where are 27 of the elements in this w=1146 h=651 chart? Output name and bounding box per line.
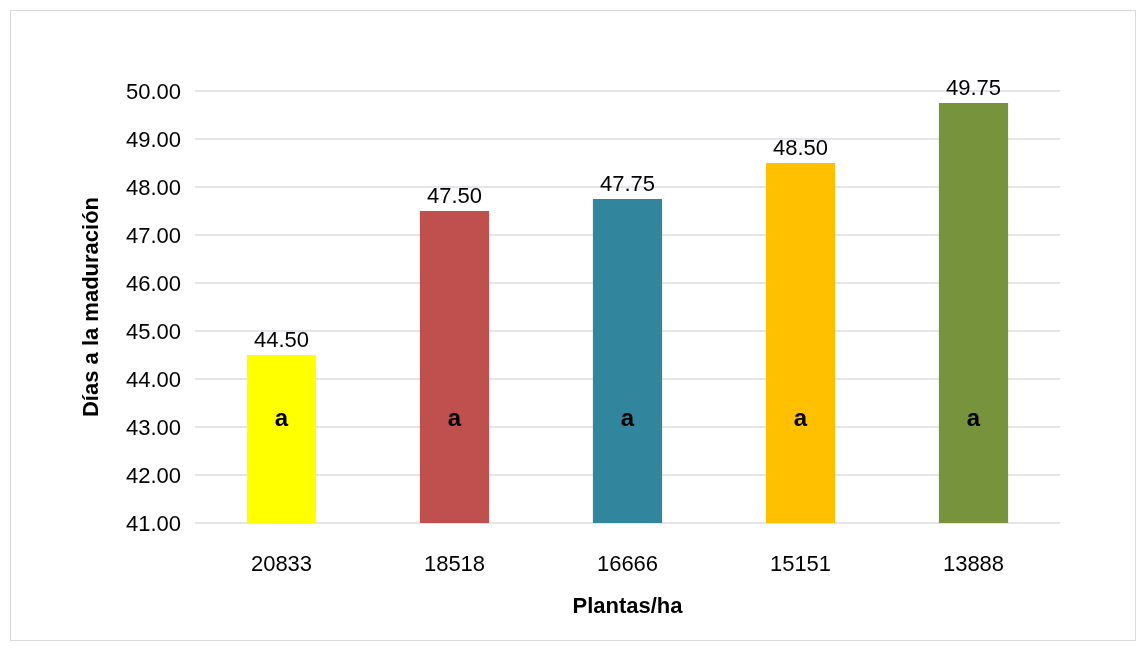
data-label: 48.50	[772, 135, 829, 160]
data-label: 47.50	[426, 183, 483, 208]
annotation: a	[966, 404, 981, 432]
y-tick-label: 41.00	[125, 510, 181, 536]
y-tick-label: 43.00	[125, 414, 181, 440]
y-tick-label: 42.00	[125, 462, 181, 488]
data-label: 49.75	[945, 75, 1002, 100]
annotation: a	[447, 404, 462, 432]
x-tick-label: 20833	[250, 550, 313, 576]
annotation: a	[793, 404, 808, 432]
annotation: a	[274, 404, 289, 432]
y-tick-label: 48.00	[125, 174, 181, 200]
x-tick-label: 18518	[423, 550, 486, 576]
x-tick-label: 16666	[596, 550, 659, 576]
x-tick-label: 15151	[769, 550, 832, 576]
y-tick-label: 49.00	[125, 126, 181, 152]
y-tick-label: 50.00	[125, 78, 181, 104]
y-tick-label: 45.00	[125, 318, 181, 344]
y-tick-label: 44.00	[125, 366, 181, 392]
data-label: 44.50	[253, 327, 310, 352]
y-tick-label: 47.00	[125, 222, 181, 248]
x-axis-title: Plantas/ha	[572, 592, 684, 618]
y-tick-label: 46.00	[125, 270, 181, 296]
x-tick-label: 13888	[942, 550, 1005, 576]
data-label: 47.75	[599, 171, 656, 196]
annotation: a	[620, 404, 635, 432]
y-axis-title: Días a la maduración	[77, 196, 103, 418]
